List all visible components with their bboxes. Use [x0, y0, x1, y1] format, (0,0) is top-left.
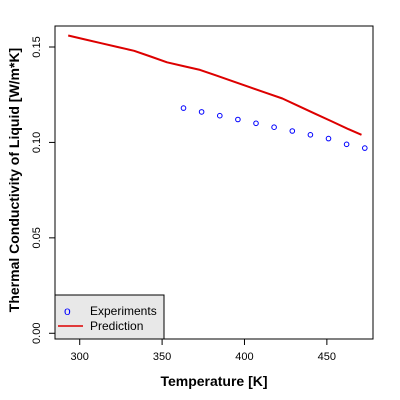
- x-tick-label: 400: [235, 351, 253, 363]
- experiment-point: [289, 128, 296, 134]
- experiment-point: [235, 116, 241, 123]
- y-axis-title: Thermal Conductivity of Liquid [W/m*K]: [6, 48, 22, 312]
- x-tick-label: 450: [318, 351, 336, 363]
- experiment-point: [325, 135, 332, 142]
- x-axis: 300 350 400 450: [71, 339, 336, 363]
- prediction-line: [67, 34, 362, 136]
- experiment-point: [271, 124, 277, 130]
- y-tick-label: 0.00: [31, 323, 43, 344]
- experiment-point: [362, 145, 368, 151]
- y-tick-label: 0.05: [31, 227, 43, 248]
- legend-prediction-label: Prediction: [90, 319, 143, 333]
- x-tick-label: 300: [71, 351, 89, 363]
- legend: o Experiments Prediction: [54, 294, 165, 340]
- y-axis: 0.00 0.05 0.10 0.15: [31, 36, 55, 344]
- plot-frame: [54, 25, 374, 340]
- experiment-point: [343, 141, 350, 148]
- plot-area: [67, 34, 368, 151]
- legend-experiments-symbol: o: [64, 304, 71, 318]
- legend-experiments-label: Experiments: [90, 304, 157, 318]
- x-tick-label: 350: [153, 351, 171, 363]
- experiment-point: [198, 109, 205, 115]
- experiment-point: [217, 112, 223, 119]
- y-tick-label: 0.15: [31, 36, 43, 57]
- x-axis-title: Temperature [K]: [160, 373, 267, 389]
- experiment-point: [307, 132, 314, 138]
- legend-box: [54, 294, 165, 340]
- experiment-point: [180, 105, 187, 111]
- y-tick-label: 0.10: [31, 132, 43, 153]
- experiment-point: [253, 120, 259, 127]
